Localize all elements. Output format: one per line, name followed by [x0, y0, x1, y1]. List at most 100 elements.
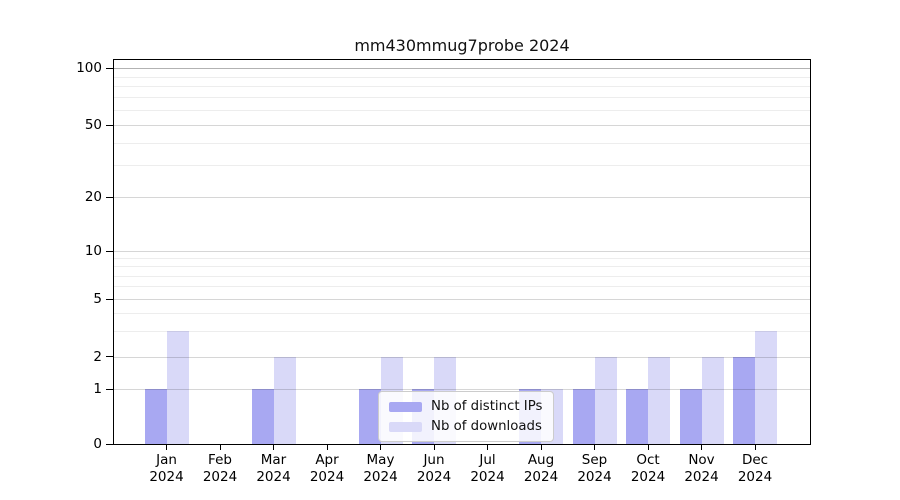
x-axis-tick-nov: [701, 445, 703, 450]
x-tick-year: 2024: [309, 469, 345, 485]
bar-distinct-ips-nov: [679, 389, 702, 444]
gridline-minor-90: [114, 76, 810, 78]
y-tick-label-0: 0: [93, 436, 102, 452]
x-tick-year: 2024: [470, 469, 505, 485]
bar-distinct-ips-sep: [572, 389, 595, 444]
y-tick-label-10: 10: [84, 243, 102, 259]
x-tick-year: 2024: [523, 469, 559, 485]
legend-label-distinct-ips: Nb of distinct IPs: [431, 399, 543, 414]
x-tick-year: 2024: [684, 469, 719, 485]
y-axis-tick-5: [106, 298, 114, 300]
x-axis-tick-aug: [540, 445, 542, 450]
legend-item-distinct-ips: Nb of distinct IPs: [389, 399, 542, 414]
x-tick-month: Sep: [581, 452, 608, 468]
plot-area: Nb of distinct IPs Nb of downloads 0 1 2 5 1…: [76, 59, 811, 485]
gridline-minor-30: [114, 165, 810, 167]
x-tick-label-apr: Apr 2024: [297, 452, 357, 486]
x-axis-tick-jan: [166, 445, 168, 450]
y-axis-tick-50: [106, 124, 114, 126]
x-tick-label-feb: Feb 2024: [190, 452, 250, 486]
bar-distinct-ips-jan: [144, 389, 167, 444]
x-tick-label-jun: Jun 2024: [404, 452, 464, 486]
y-axis-tick-100: [106, 67, 114, 69]
legend-label-downloads: Nb of downloads: [431, 419, 542, 434]
x-tick-label-aug: Aug 2024: [511, 452, 571, 486]
y-tick-label-2: 2: [93, 348, 102, 365]
x-tick-year: 2024: [202, 469, 238, 485]
x-tick-label-jul: Jul 2024: [458, 452, 518, 486]
gridline-major-50: [114, 125, 810, 126]
x-tick-label-nov: Nov 2024: [672, 452, 732, 486]
gridline-minor-4: [114, 313, 810, 314]
x-tick-month: Aug: [527, 452, 555, 468]
x-tick-label-oct: Oct 2024: [618, 452, 678, 486]
y-tick-label-100: 100: [76, 60, 102, 76]
bar-distinct-ips-may: [358, 389, 381, 444]
x-tick-year: 2024: [416, 469, 452, 485]
x-tick-year: 2024: [630, 469, 666, 485]
y-axis-tick-10: [106, 250, 114, 252]
bar-distinct-ips-mar: [251, 389, 274, 444]
x-tick-year: 2024: [577, 469, 612, 485]
x-tick-month: May: [366, 452, 395, 468]
x-axis-tick-apr: [326, 445, 328, 450]
bar-downloads-sep: [594, 356, 617, 444]
bar-downloads-mar: [273, 356, 296, 444]
x-tick-month: Feb: [208, 452, 232, 468]
x-tick-year: 2024: [149, 469, 184, 485]
gridline-minor-8: [114, 266, 810, 268]
y-tick-label-50: 50: [84, 117, 102, 133]
legend-item-downloads: Nb of downloads: [389, 419, 542, 434]
gridline-minor-70: [114, 97, 810, 99]
legend: Nb of distinct IPs Nb of downloads: [378, 391, 555, 442]
x-tick-year: 2024: [256, 469, 291, 485]
x-tick-month: Jan: [156, 452, 177, 468]
x-tick-month: Apr: [315, 452, 339, 468]
x-axis-tick-may: [380, 445, 382, 450]
x-tick-label-may: May 2024: [351, 452, 411, 486]
gridline-minor-3: [114, 331, 810, 333]
x-tick-year: 2024: [363, 469, 398, 485]
bar-downloads-oct: [648, 356, 670, 444]
x-axis-tick-jun: [433, 445, 435, 450]
gridline-major-100: [114, 68, 810, 69]
chart-title: mm430mmug7probe 2024: [354, 36, 570, 55]
x-tick-month: Dec: [741, 452, 769, 468]
bar-distinct-ips-dec: [733, 356, 755, 444]
x-tick-label-dec: Dec 2024: [725, 452, 785, 486]
bar-downloads-jan: [166, 331, 189, 444]
x-axis-tick-dec: [754, 445, 756, 450]
x-axis-tick-mar: [273, 445, 275, 450]
x-tick-label-mar: Mar 2024: [244, 452, 304, 486]
x-axis-tick-feb: [219, 445, 221, 450]
bar-downloads-nov: [701, 356, 724, 444]
y-tick-label-20: 20: [84, 189, 102, 205]
x-tick-month: Mar: [260, 452, 287, 468]
gridline-minor-6: [114, 286, 810, 288]
y-axis-tick-1: [106, 388, 114, 390]
gridline-major-20: [114, 197, 810, 198]
x-tick-label-jan: Jan 2024: [137, 452, 197, 486]
x-tick-month: Jun: [423, 452, 445, 468]
y-tick-label-5: 5: [93, 291, 102, 307]
x-tick-month: Oct: [636, 452, 660, 468]
x-axis-tick-oct: [647, 445, 649, 450]
x-axis-tick-sep: [594, 445, 596, 450]
y-tick-label-1: 1: [93, 381, 102, 397]
gridline-minor-9: [114, 258, 810, 260]
bar-downloads-dec: [755, 331, 777, 444]
x-tick-month: Nov: [688, 452, 715, 468]
gridline-minor-60: [114, 110, 810, 111]
gridline-major-10: [114, 251, 810, 252]
bar-distinct-ips-oct: [626, 389, 648, 444]
y-axis-tick-0: [106, 443, 114, 445]
x-tick-year: 2024: [737, 469, 773, 485]
gridline-minor-40: [114, 142, 810, 144]
gridline-minor-80: [114, 86, 810, 88]
legend-swatch-downloads: [389, 421, 422, 432]
y-axis-tick-20: [106, 196, 114, 198]
x-tick-label-sep: Sep 2024: [565, 452, 625, 486]
gridline-minor-7: [114, 275, 810, 277]
legend-swatch-distinct-ips: [389, 401, 422, 412]
